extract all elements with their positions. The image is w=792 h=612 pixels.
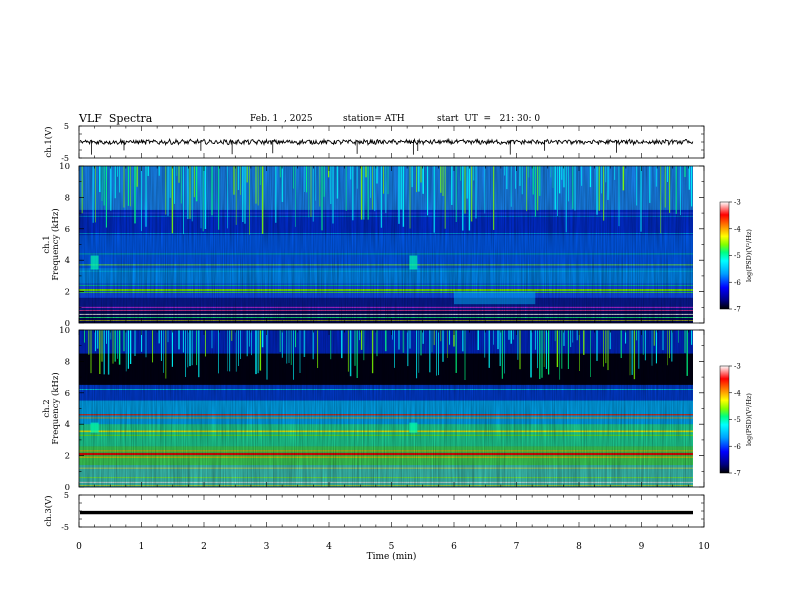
y-tick-label: 4 [65, 256, 70, 266]
y-tick-label: 0 [65, 319, 70, 329]
x-tick-label: 10 [698, 542, 710, 552]
x-tick-label: 4 [326, 542, 332, 552]
ch2-spectrogram [79, 330, 704, 487]
x-tick-label: 6 [451, 542, 457, 552]
y-tick-label: 8 [65, 357, 70, 367]
start-time-label: start UT = 21: 30: 0 [437, 114, 541, 124]
y-tick-label: 5 [64, 122, 69, 131]
y-tick-label: -5 [61, 523, 69, 532]
colorbar-label: log(PSD)(V²/Hz) [745, 393, 753, 446]
y-axis-label: ch.1 [42, 235, 52, 253]
colorbar-tick-label: -6 [734, 443, 741, 451]
y-tick-label: 10 [59, 326, 70, 336]
hiss-band [454, 291, 536, 305]
y-tick-label: 0 [65, 483, 70, 493]
ch1-spectrogram [79, 166, 704, 323]
colorbar-tick-label: -3 [734, 199, 741, 207]
hiss-burst [409, 255, 418, 270]
y-axis-label: ch.3(V) [43, 495, 54, 526]
y-axis-label: Frequency (kHz) [50, 208, 61, 280]
chart-title: VLF Spectra [79, 112, 153, 125]
colorbar-tick-label: -7 [734, 306, 741, 314]
colorbar-tick-label: -7 [734, 470, 741, 478]
x-tick-label: 3 [264, 542, 270, 552]
colorbar-tick-label: -6 [734, 279, 741, 287]
spectrogram-end-gap [693, 166, 704, 323]
colorbar [719, 365, 730, 474]
y-tick-label: 6 [65, 225, 70, 235]
y-tick-label: 5 [64, 491, 69, 500]
hiss-burst [90, 422, 99, 433]
x-tick-label: 2 [201, 542, 207, 552]
y-tick-label: 10 [59, 162, 70, 172]
hiss-burst [409, 422, 418, 433]
y-axis-label: ch.2 [42, 399, 52, 417]
x-tick-label: 0 [76, 542, 82, 552]
waveform-traces [79, 137, 694, 515]
colorbar-tick-label: -5 [734, 416, 741, 424]
x-tick-label: 5 [389, 542, 395, 552]
y-tick-label: 6 [65, 389, 70, 399]
x-tick-label: 1 [139, 542, 145, 552]
spectrogram-end-gap [693, 330, 704, 487]
y-tick-label: 4 [65, 420, 70, 430]
colorbar [719, 201, 730, 310]
y-axis-label: Frequency (kHz) [50, 372, 61, 444]
axes [78, 125, 732, 528]
x-tick-label: 9 [639, 542, 645, 552]
colorbar-label: log(PSD)(V²/Hz) [745, 229, 753, 282]
x-tick-label: 7 [514, 542, 520, 552]
colorbar-tick-label: -4 [734, 225, 741, 233]
hiss-burst [90, 255, 99, 270]
y-tick-label: 2 [65, 452, 70, 462]
date-label: Feb. 1 , 2025 [250, 114, 313, 124]
x-axis-label: Time (min) [367, 551, 417, 562]
y-tick-label: -5 [61, 154, 69, 163]
ch1-trace [79, 137, 694, 147]
station-label: station= ATH [343, 114, 405, 124]
colorbar-tick-label: -4 [734, 389, 741, 397]
colorbar-tick-label: -5 [734, 252, 741, 260]
colorbar-tick-label: -3 [734, 363, 741, 371]
spectrogram-texture [79, 330, 704, 487]
x-tick-label: 8 [576, 542, 582, 552]
y-tick-label: 8 [65, 193, 70, 203]
y-tick-label: 2 [65, 288, 70, 298]
y-axis-label: ch.1(V) [43, 126, 54, 157]
